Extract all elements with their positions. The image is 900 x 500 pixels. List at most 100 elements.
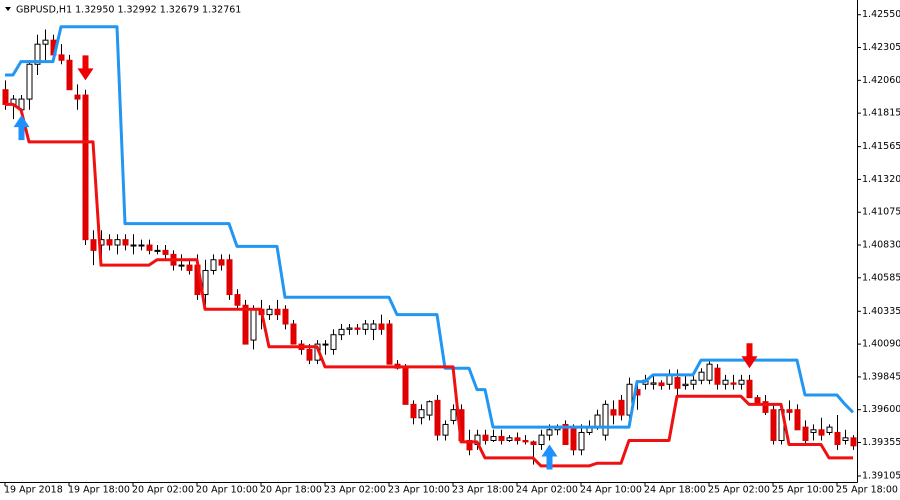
indicator-line	[5, 102, 853, 468]
candle-body-bear	[290, 323, 297, 345]
candle-body-bull	[490, 435, 497, 441]
candle-body-bear	[354, 327, 361, 330]
y-tick-label: 1.42060	[862, 75, 900, 86]
candle-body-bear	[242, 304, 249, 345]
candle-body-bull	[538, 434, 545, 446]
candle-body-bear	[570, 426, 577, 451]
y-tick-label: 1.42305	[862, 42, 900, 53]
candle-body-bear	[274, 308, 281, 316]
candle-body-bull	[114, 239, 121, 246]
x-tick-label: 25 Apr 02:00	[708, 485, 770, 496]
candle-body-bear	[514, 437, 521, 441]
candle-body-bear	[850, 437, 857, 447]
candle-body-bull	[706, 363, 713, 381]
candle-body-bear	[82, 94, 89, 241]
candle-body-bull	[426, 401, 433, 416]
x-tick-label: 20 Apr 02:00	[132, 485, 194, 496]
candle-body-bear	[306, 348, 313, 361]
candle-body-bear	[186, 264, 193, 271]
candle-body-bear	[234, 294, 241, 306]
y-tick-label: 1.41320	[862, 174, 900, 185]
x-tick-label: 25 Apr 10:00	[772, 485, 834, 496]
y-tick-label: 1.40090	[862, 339, 900, 350]
candle-body-bear	[762, 401, 769, 413]
candle-body-bear	[530, 441, 537, 446]
candle-body-bear	[226, 259, 233, 296]
plot	[2, 25, 857, 468]
candle-body-bear	[658, 382, 665, 387]
y-tick-label: 1.40585	[862, 272, 900, 283]
x-tick-label: 23 Apr 10:00	[388, 485, 450, 496]
candle-body-bear	[618, 399, 625, 416]
candle-body-bull	[682, 383, 689, 387]
candle-body-bear	[818, 429, 825, 436]
candle-body-bull	[338, 328, 345, 336]
candle-body-bull	[738, 379, 745, 385]
candle-body-bear	[90, 239, 97, 251]
candle-body-bear	[610, 409, 617, 416]
y-tick-label: 1.39105	[862, 470, 900, 481]
candle-body-bull	[650, 382, 657, 385]
candle-body-bull	[842, 437, 849, 441]
sell-arrow	[77, 55, 94, 81]
candle-body-bear	[802, 426, 809, 441]
candle-body-bull	[626, 383, 633, 416]
candle-body-bull	[698, 371, 705, 381]
y-tick-label: 1.40830	[862, 240, 900, 251]
candle-body-bull	[210, 259, 217, 271]
candle-body-bull	[130, 244, 137, 247]
x-tick-label: 19 Apr 18:00	[68, 485, 130, 496]
x-tick-label: 23 Apr 02:00	[324, 485, 386, 496]
candle-body-bull	[330, 334, 337, 350]
candle-body-bear	[106, 239, 113, 246]
candle-body-bull	[418, 409, 425, 419]
x-tick-label: 24 Apr 02:00	[516, 485, 578, 496]
chart-title: GBPUSD,H1 1.32950 1.32992 1.32679 1.3276…	[16, 5, 241, 16]
candle-body-bear	[562, 423, 569, 446]
x-tick-label: 20 Apr 18:00	[260, 485, 322, 496]
candle-body-bear	[434, 399, 441, 436]
symbol-menu-icon	[5, 7, 11, 11]
candle-body-bull	[826, 426, 833, 433]
candle-body-bull	[594, 414, 601, 428]
indicator-line	[5, 25, 855, 429]
buy-arrow	[541, 444, 558, 470]
candle-body-bull	[42, 39, 49, 45]
x-tick-label: 20 Apr 10:00	[196, 485, 258, 496]
candle-body-bear	[522, 439, 529, 443]
candle-body-bull	[322, 343, 329, 346]
x-tick-label: 24 Apr 10:00	[580, 485, 642, 496]
candle-body-bull	[34, 43, 41, 65]
candle-body-bull	[546, 429, 553, 436]
candle-body-bear	[402, 367, 409, 405]
candle-body-bull	[370, 323, 377, 330]
candle-body-bull	[810, 429, 817, 433]
buy-arrow	[13, 115, 30, 141]
candle-body-bear	[66, 59, 73, 91]
sell-arrow	[741, 343, 758, 369]
candle-body-bear	[386, 323, 393, 365]
candle-body-bear	[146, 244, 153, 251]
candle-body-bear	[218, 259, 225, 266]
y-tick-label: 1.41815	[862, 108, 900, 119]
candle-body-bear	[58, 54, 65, 61]
candle-body-bear	[770, 409, 777, 441]
candle-body-bull	[450, 409, 457, 421]
candle-body-bull	[722, 379, 729, 385]
candle-body-bear	[498, 435, 505, 441]
candle-body-bull	[362, 323, 369, 330]
candle-body-bull	[506, 437, 513, 441]
candle-body-bear	[410, 403, 417, 419]
candle-body-bull	[578, 431, 585, 451]
candle-body-bear	[794, 409, 801, 431]
y-tick-label: 1.39845	[862, 371, 900, 382]
candle-body-bear	[282, 308, 289, 325]
y-tick-label: 1.42550	[862, 9, 900, 20]
y-tick-label: 1.41565	[862, 141, 900, 152]
candle-body-bull	[442, 423, 449, 436]
y-tick-label: 1.39355	[862, 437, 900, 448]
candle-body-bull	[266, 308, 273, 316]
